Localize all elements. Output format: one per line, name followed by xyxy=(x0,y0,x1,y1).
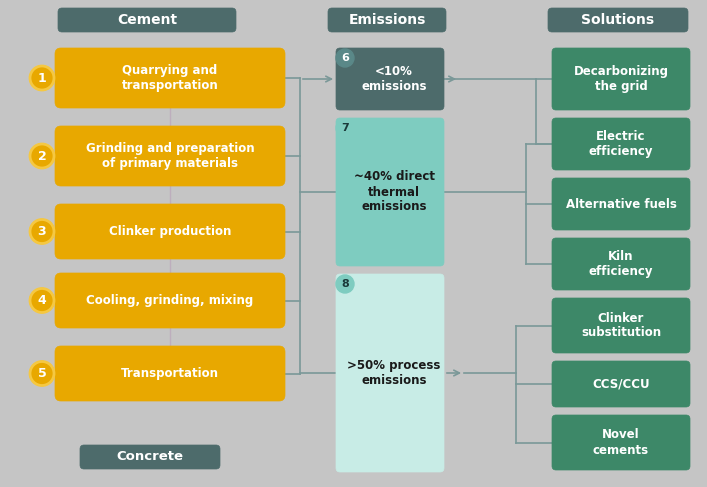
FancyBboxPatch shape xyxy=(336,274,444,472)
Text: Grinding and preparation
of primary materials: Grinding and preparation of primary mate… xyxy=(86,142,255,170)
FancyBboxPatch shape xyxy=(552,415,690,470)
Text: Decarbonizing
the grid: Decarbonizing the grid xyxy=(573,65,669,93)
FancyBboxPatch shape xyxy=(55,273,285,328)
Text: Emissions: Emissions xyxy=(349,13,426,27)
Text: Electric
efficiency: Electric efficiency xyxy=(589,130,653,158)
Circle shape xyxy=(336,275,354,293)
FancyBboxPatch shape xyxy=(552,238,690,290)
Text: Clinker
substitution: Clinker substitution xyxy=(581,312,661,339)
Text: 6: 6 xyxy=(341,53,349,63)
FancyBboxPatch shape xyxy=(552,361,690,407)
Text: Transportation: Transportation xyxy=(121,367,219,380)
FancyBboxPatch shape xyxy=(548,8,688,32)
Text: 5: 5 xyxy=(37,367,47,380)
Text: Solutions: Solutions xyxy=(581,13,655,27)
Text: 2: 2 xyxy=(37,150,47,163)
Text: Concrete: Concrete xyxy=(117,450,184,464)
FancyBboxPatch shape xyxy=(55,346,285,401)
FancyBboxPatch shape xyxy=(80,445,220,469)
Text: Kiln
efficiency: Kiln efficiency xyxy=(589,250,653,278)
Text: 3: 3 xyxy=(37,225,47,238)
FancyBboxPatch shape xyxy=(552,298,690,353)
Circle shape xyxy=(30,361,54,386)
FancyBboxPatch shape xyxy=(55,204,285,259)
Text: Quarrying and
transportation: Quarrying and transportation xyxy=(122,64,218,92)
FancyBboxPatch shape xyxy=(328,8,446,32)
FancyBboxPatch shape xyxy=(58,8,236,32)
Circle shape xyxy=(30,66,54,90)
Text: 1: 1 xyxy=(37,72,47,85)
FancyBboxPatch shape xyxy=(55,126,285,186)
Text: Clinker production: Clinker production xyxy=(109,225,231,238)
Circle shape xyxy=(336,119,354,137)
Circle shape xyxy=(336,49,354,67)
Text: 8: 8 xyxy=(341,279,349,289)
Text: <10%
emissions: <10% emissions xyxy=(361,65,427,93)
Text: Cooling, grinding, mixing: Cooling, grinding, mixing xyxy=(86,294,254,307)
Text: Cement: Cement xyxy=(117,13,177,27)
FancyBboxPatch shape xyxy=(552,118,690,170)
Text: 7: 7 xyxy=(341,123,349,133)
Text: >50% process
emissions: >50% process emissions xyxy=(347,359,440,387)
Text: Alternative fuels: Alternative fuels xyxy=(566,198,677,210)
FancyBboxPatch shape xyxy=(552,178,690,230)
Text: 4: 4 xyxy=(37,294,47,307)
FancyBboxPatch shape xyxy=(552,48,690,110)
Circle shape xyxy=(30,220,54,244)
Text: ~40% direct
thermal
emissions: ~40% direct thermal emissions xyxy=(354,170,435,213)
Text: CCS/CCU: CCS/CCU xyxy=(592,377,650,391)
FancyBboxPatch shape xyxy=(336,48,444,110)
Circle shape xyxy=(30,288,54,313)
FancyBboxPatch shape xyxy=(55,48,285,108)
FancyBboxPatch shape xyxy=(336,118,444,266)
Circle shape xyxy=(30,144,54,168)
Text: Novel
cements: Novel cements xyxy=(593,429,649,456)
